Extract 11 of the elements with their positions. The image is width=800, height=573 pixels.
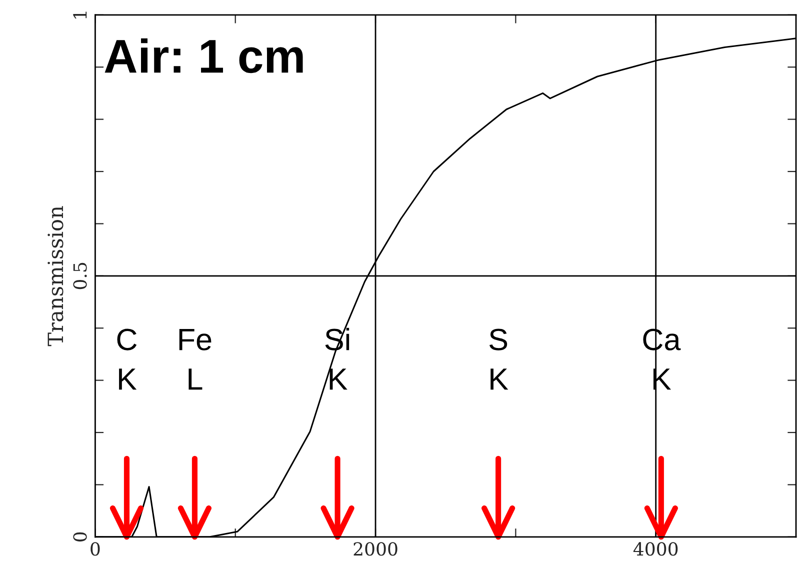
x-tick-label: 4000	[633, 542, 678, 556]
y-axis-title: Transmission	[48, 206, 64, 346]
y-tick-label: 1	[73, 12, 87, 18]
ref-line-label: C K	[117, 328, 137, 390]
y-tick-label: 0.5	[73, 262, 87, 290]
x-tick-label: 0	[90, 542, 100, 556]
x-tick-label: 2000	[354, 542, 398, 556]
ref-line-label: Fe L	[179, 329, 212, 390]
y-tick-label: 0	[73, 532, 87, 542]
ref-line-label: S K	[490, 328, 508, 390]
annotation: Air: 1 cm	[104, 38, 303, 74]
